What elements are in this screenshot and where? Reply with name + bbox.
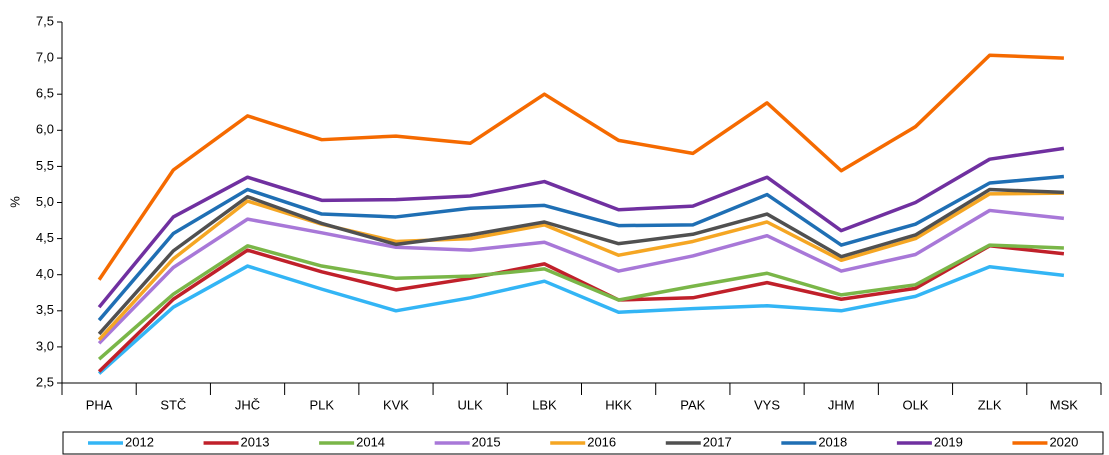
- y-tick-label: 3,5: [36, 302, 54, 317]
- x-tick-label: JHM: [828, 397, 855, 412]
- series-line: [97, 191, 1064, 341]
- series-line: [97, 244, 1065, 373]
- x-tick-label: LBK: [532, 397, 557, 412]
- x-tick-label: HKK: [605, 397, 632, 412]
- y-tick-label: 2,5: [36, 374, 54, 389]
- y-tick-label: 4,5: [36, 230, 54, 245]
- y-tick-label: 4,0: [36, 266, 54, 281]
- x-tick-label: ULK: [458, 397, 484, 412]
- y-tick-label: 7,0: [36, 50, 54, 65]
- series-line: [97, 53, 1064, 281]
- series-line: [97, 243, 1064, 361]
- x-tick-label: JHČ: [235, 397, 260, 412]
- y-axis-label: %: [7, 196, 22, 208]
- x-tick-label: PAK: [680, 397, 705, 412]
- y-tick-label: 5,5: [36, 158, 54, 173]
- legend-label: 2013: [241, 434, 270, 449]
- x-tick-label: ZLK: [978, 397, 1002, 412]
- legend-box: [62, 431, 1104, 455]
- x-tick-label: VYS: [754, 397, 780, 412]
- y-tick-label: 6,0: [36, 122, 54, 137]
- series-line: [97, 264, 1065, 375]
- legend-label: 2019: [934, 434, 963, 449]
- series-line: [97, 146, 1065, 309]
- legend-label: 2012: [125, 434, 154, 449]
- x-tick-label: OLK: [902, 397, 928, 412]
- legend-label: 2015: [472, 434, 501, 449]
- legend-label: 2016: [587, 434, 616, 449]
- y-tick-label: 3,0: [36, 338, 54, 353]
- x-tick-label: KVK: [383, 397, 409, 412]
- x-tick-label: STČ: [160, 397, 186, 412]
- series-line: [97, 187, 1064, 336]
- y-tick-label: 5,0: [36, 194, 54, 209]
- legend-label: 2020: [1049, 434, 1078, 449]
- y-tick-label: 7,5: [36, 13, 54, 28]
- legend-label: 2018: [818, 434, 847, 449]
- legend-label: 2017: [703, 434, 732, 449]
- legend-label: 2014: [356, 434, 385, 449]
- x-tick-label: MSK: [1050, 397, 1079, 412]
- y-tick-label: 6,5: [36, 86, 54, 101]
- x-tick-label: PHA: [86, 397, 113, 412]
- series-line: [97, 174, 1065, 322]
- series-line: [97, 208, 1065, 345]
- x-tick-label: PLK: [309, 397, 334, 412]
